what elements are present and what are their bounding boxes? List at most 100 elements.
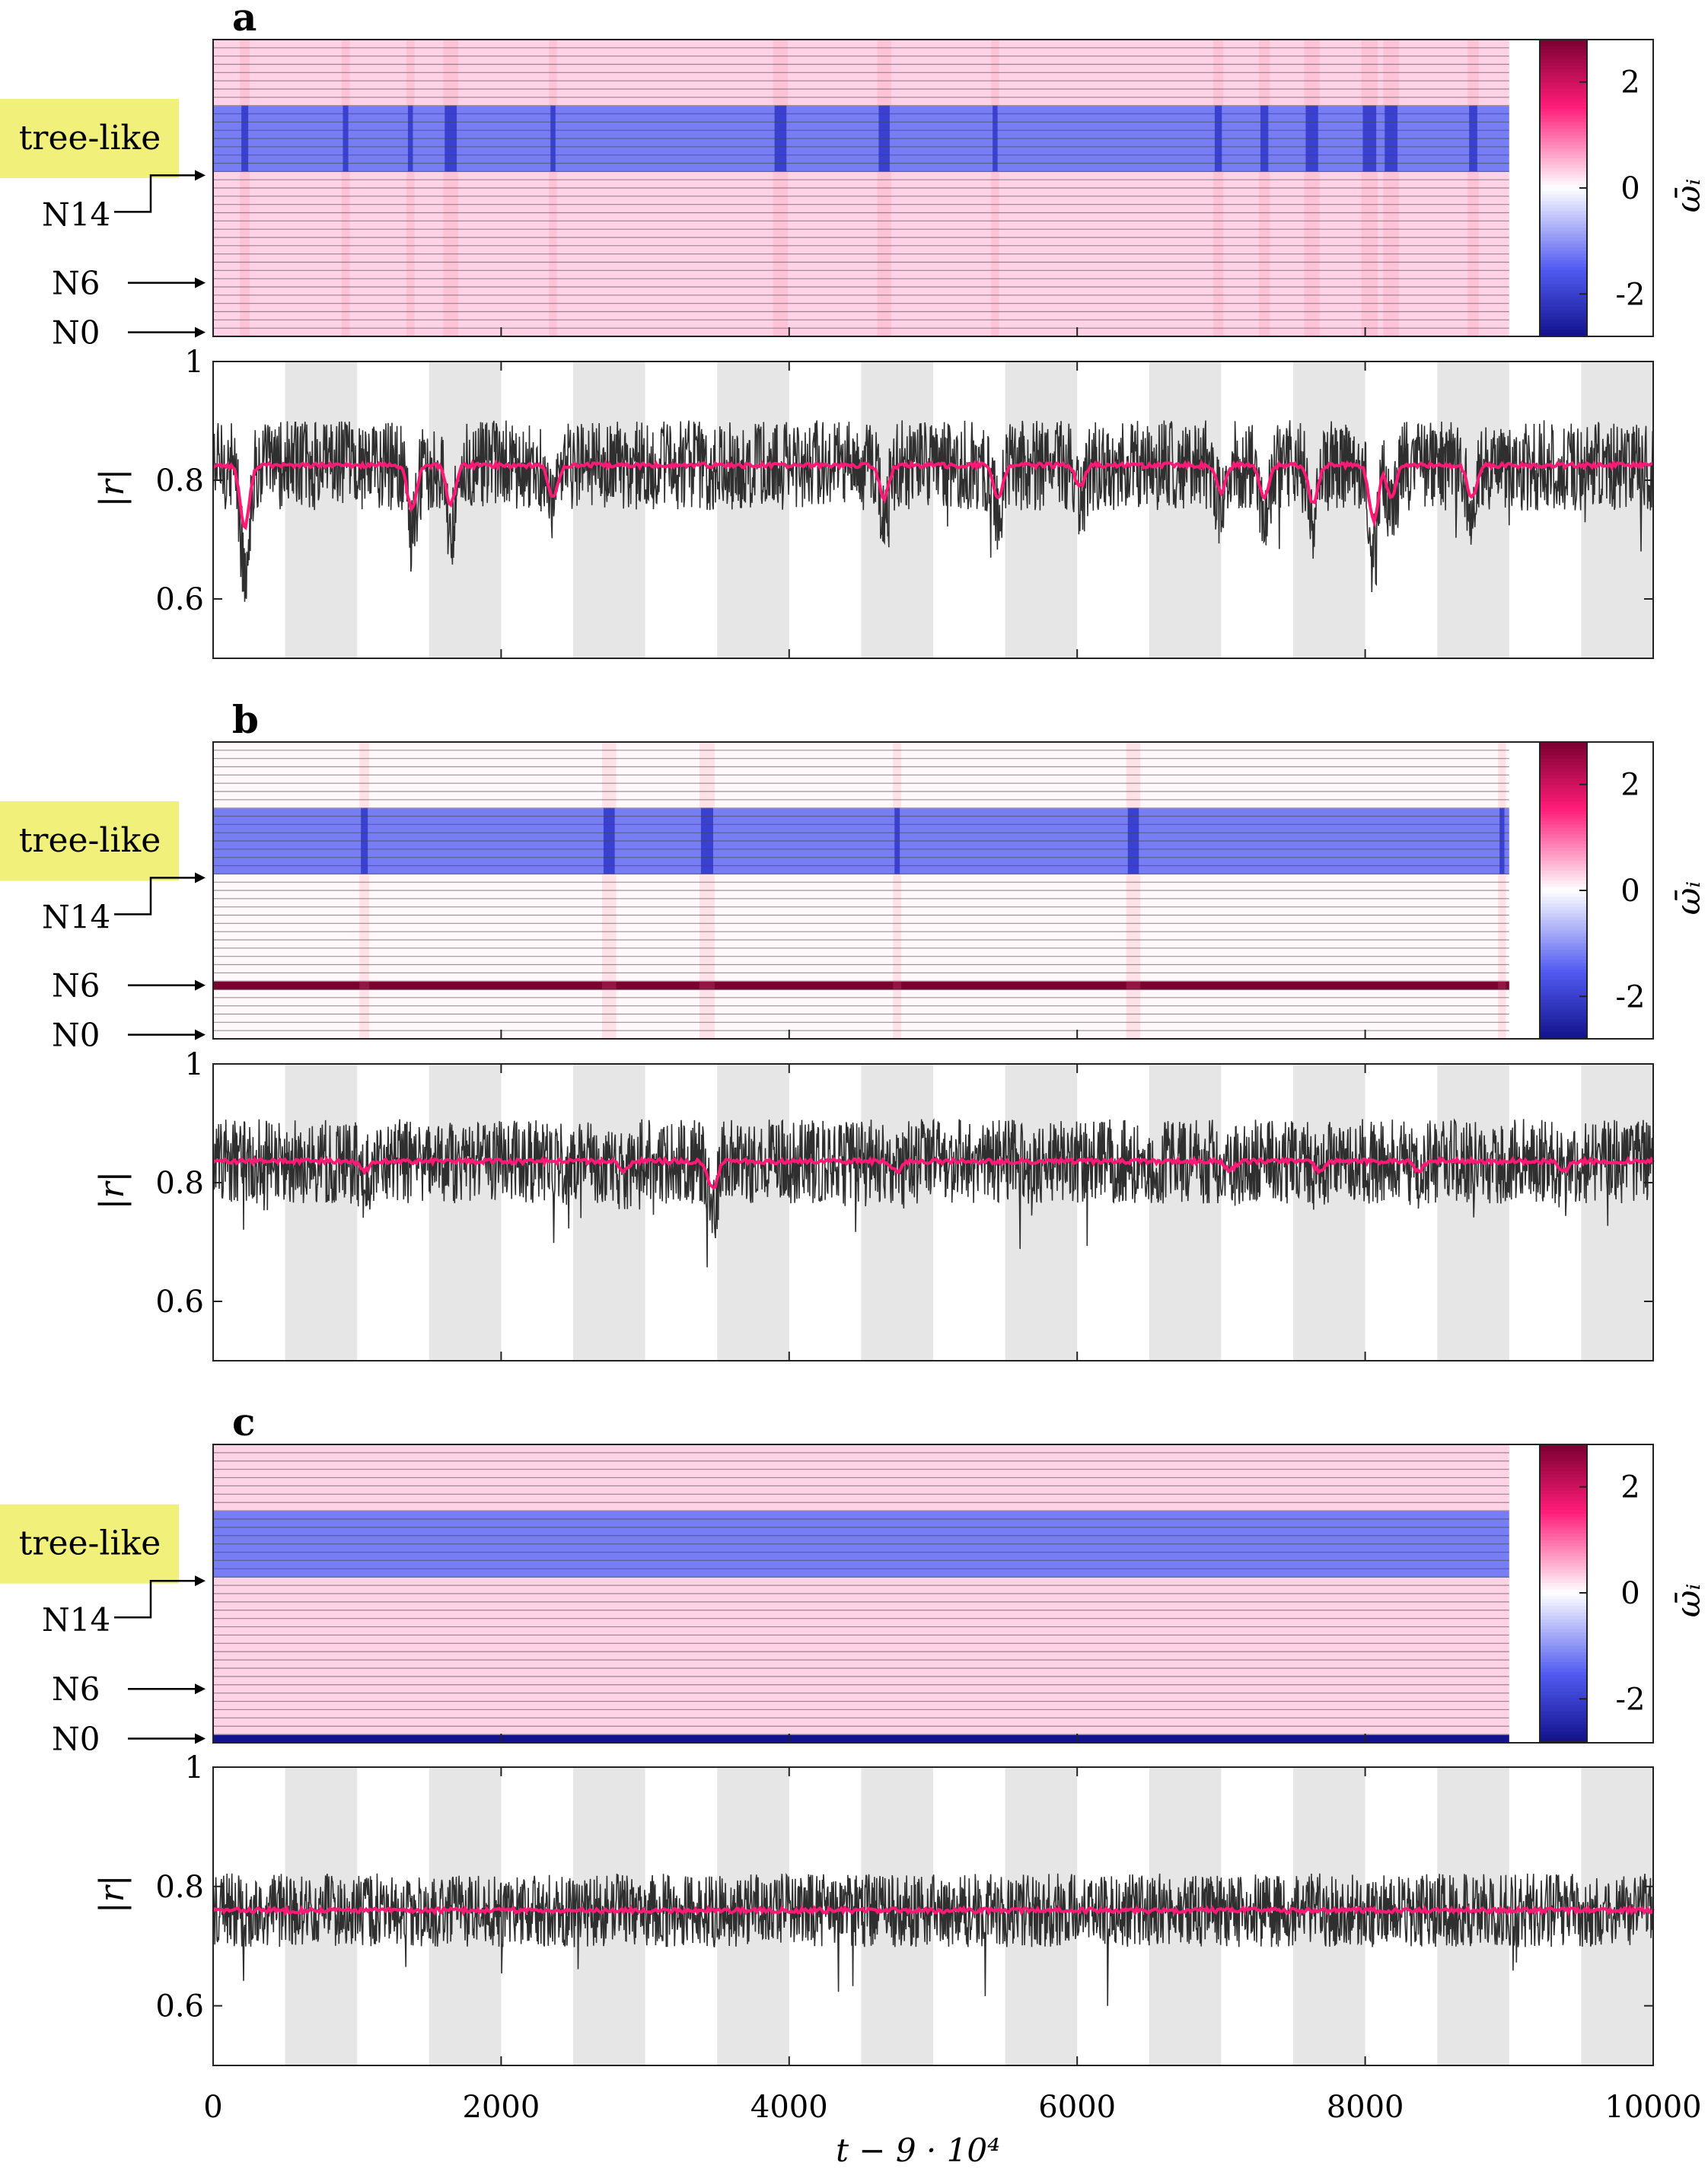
row-label-n6: N6 (52, 1670, 100, 1708)
colorbar-segment (1540, 1721, 1587, 1726)
colorbar-segment (1540, 900, 1587, 905)
colorbar-segment (1540, 821, 1587, 826)
colorbar-segment (1540, 139, 1587, 143)
colorbar-segment (1540, 1576, 1587, 1581)
heatmap-row (213, 1676, 1509, 1686)
r-ytick-label: 1 (185, 1750, 204, 1785)
colorbar-segment (1540, 1546, 1587, 1551)
colorbar-segment (1540, 178, 1587, 183)
colorbar-segment (1540, 1490, 1587, 1495)
heatmap-row (213, 1527, 1509, 1537)
colorbar-segment (1540, 154, 1587, 159)
heatmap-row (213, 188, 1509, 197)
colorbar-segment (1540, 112, 1587, 116)
heatmap-row (213, 47, 1509, 57)
n14-arrow (114, 877, 199, 916)
heatmap (213, 741, 1509, 1040)
n6-arrowhead (195, 277, 206, 288)
colorbar-segment (1540, 257, 1587, 262)
heatmap-row (213, 287, 1509, 296)
colorbar-segment (1540, 161, 1587, 166)
colorbar-segment (1540, 804, 1587, 809)
heatmap-row (213, 882, 1509, 891)
colorbar-segment (1540, 62, 1587, 67)
colorbar-segment (1540, 1695, 1587, 1699)
shaded-interval (1149, 361, 1222, 658)
r-raw-series (212, 1872, 1654, 2006)
r-ytick-label: 0.6 (155, 1285, 204, 1320)
colorbar-segment (1540, 874, 1587, 878)
colorbar-segment (1540, 772, 1587, 776)
heatmap-row (213, 742, 1509, 751)
colorbar-segment (1540, 211, 1587, 215)
colorbar-segment (1540, 95, 1587, 100)
colorbar-segment (1540, 151, 1587, 156)
x-tick-label: 0 (203, 2090, 222, 2125)
colorbar-segment (1540, 1731, 1587, 1736)
x-tick-label: 10000 (1604, 2090, 1701, 2125)
colorbar-segment (1540, 1487, 1587, 1492)
x-axis: 0 2000 4000 6000 8000 10000 t − 9 · 10⁴ (203, 2090, 1701, 2169)
colorbar-segment (1540, 1569, 1587, 1574)
colorbar-segment (1540, 877, 1587, 881)
colorbar-segment (1540, 1480, 1587, 1485)
colorbar-segment (1540, 745, 1587, 750)
colorbar-segment (1540, 798, 1587, 802)
heatmap-row (213, 1494, 1509, 1503)
colorbar-segment (1540, 1540, 1587, 1544)
colorbar-segment (1540, 115, 1587, 119)
panel-b: b tree-like N14 N6 N0 2 0 -2 ω̄ᵢ 1 0.8 0.6 |r| (0, 697, 1708, 1361)
heatmap-row (213, 915, 1509, 924)
colorbar-segment (1540, 280, 1587, 285)
colorbar-segment (1540, 1573, 1587, 1578)
heatmap-row (213, 237, 1509, 247)
colorbar-segment (1540, 320, 1587, 324)
colorbar-segment (1540, 1556, 1587, 1561)
colorbar-segment (1540, 181, 1587, 186)
colorbar-segment (1540, 742, 1587, 747)
heatmap-row (213, 1005, 1509, 1015)
heatmap-row (213, 841, 1509, 850)
colorbar-label: ω̄ᵢ (1669, 1584, 1708, 1618)
r-mean-series (213, 459, 1654, 530)
r-plot: 1 0.8 0.6 |r| (93, 345, 1654, 659)
colorbar-segment (1540, 105, 1587, 110)
colorbar-segment (1540, 1606, 1587, 1610)
shaded-interval (285, 1064, 358, 1361)
colorbar-segment (1540, 263, 1587, 268)
colorbar-segment (1540, 1005, 1587, 1010)
heatmap-row (213, 56, 1509, 65)
heatmap-row (213, 311, 1509, 320)
colorbar-segment (1540, 982, 1587, 987)
heatmap-row (213, 1701, 1509, 1711)
colorbar-segment (1540, 1734, 1587, 1739)
heatmap-row (213, 303, 1509, 313)
heatmap-row (213, 196, 1509, 205)
colorbar-segment (1540, 317, 1587, 321)
colorbar-segment (1540, 1019, 1587, 1024)
colorbar-segment (1540, 1715, 1587, 1719)
colorbar-segment (1540, 1484, 1587, 1489)
heatmap-row (213, 180, 1509, 189)
colorbar-segment (1540, 755, 1587, 760)
colorbar-segment (1540, 53, 1587, 57)
heatmap-row (213, 989, 1509, 998)
colorbar-segment (1540, 748, 1587, 753)
heatmap-row (213, 221, 1509, 230)
colorbar: 2 0 -2 ω̄ᵢ (1539, 741, 1708, 1040)
r-ytick-label: 1 (185, 1047, 204, 1082)
colorbar-segment (1540, 1668, 1587, 1673)
colorbar-segment (1540, 1662, 1587, 1667)
heatmap-row (213, 1684, 1509, 1694)
heatmap-row (213, 1643, 1509, 1652)
colorbar-segment (1540, 1702, 1587, 1706)
heatmap-row (213, 1552, 1509, 1562)
shaded-interval (285, 361, 358, 658)
colorbar-segment (1540, 778, 1587, 782)
heatmap-row (213, 775, 1509, 784)
colorbar-segment (1540, 1599, 1587, 1604)
heatmap-row (213, 1618, 1509, 1628)
panel-label: a (232, 0, 257, 40)
heatmap-row (213, 758, 1509, 768)
colorbar-segment (1540, 1520, 1587, 1524)
